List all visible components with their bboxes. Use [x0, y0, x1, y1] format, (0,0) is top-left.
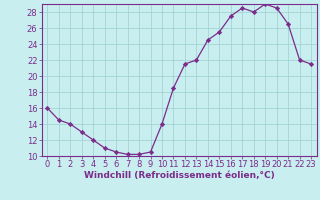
X-axis label: Windchill (Refroidissement éolien,°C): Windchill (Refroidissement éolien,°C) [84, 171, 275, 180]
